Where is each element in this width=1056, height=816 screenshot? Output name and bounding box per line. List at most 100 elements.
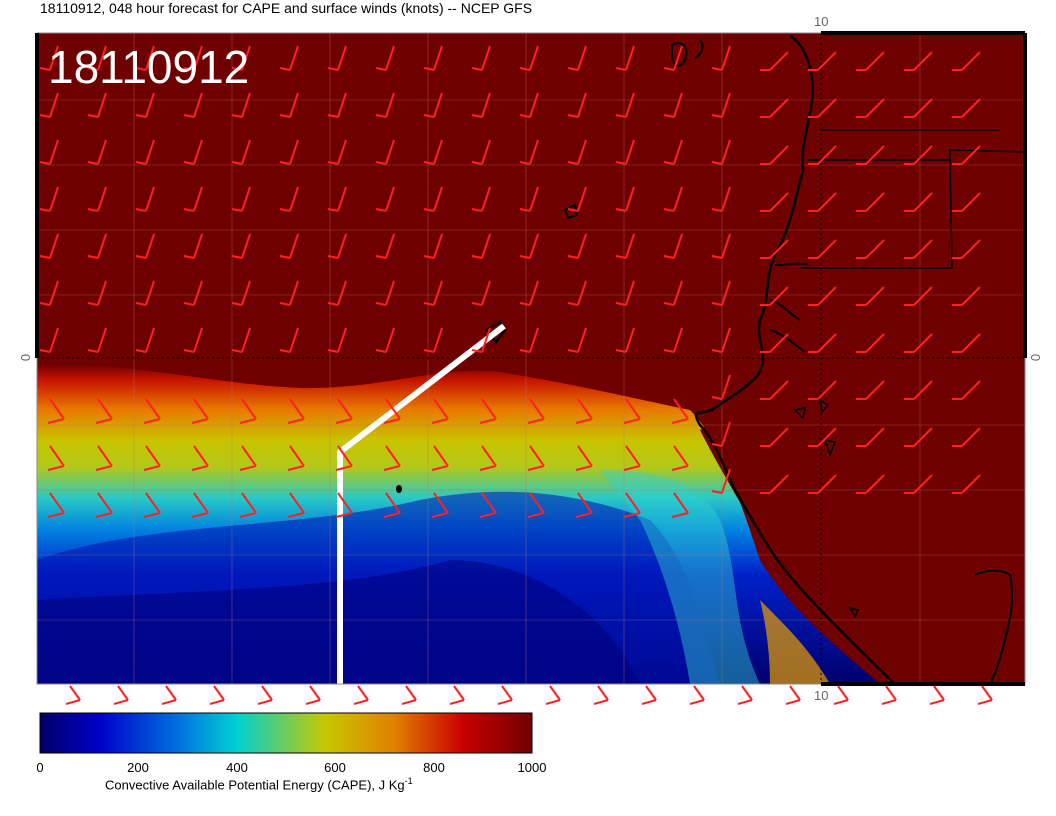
wind-barb [183, 186, 203, 212]
wind-barb [135, 280, 155, 306]
colorbar-tick: 1000 [517, 760, 547, 775]
wind-barb [279, 139, 299, 165]
wind-barb [287, 492, 305, 518]
wind-barb [327, 92, 347, 118]
wind-barb [711, 468, 731, 494]
wind-barb [39, 92, 59, 118]
date-stamp: 18110912 [48, 41, 250, 93]
wind-barb [671, 445, 689, 471]
wind-barb [327, 327, 347, 353]
wind-barb [615, 327, 635, 353]
wind-barb [575, 492, 593, 518]
wind-barb [904, 474, 933, 494]
wind-barb [737, 685, 753, 705]
wind-barb [191, 398, 209, 424]
wind-barb [575, 398, 593, 424]
wind-barb [335, 492, 353, 518]
wind-barb [479, 492, 497, 518]
wind-barb [711, 327, 731, 353]
wind-barb [383, 492, 401, 518]
bottom-lon-label: 10 [814, 688, 829, 703]
wind-barb [904, 51, 933, 71]
wind-barb [287, 445, 305, 471]
wind-barb [279, 92, 299, 118]
wind-barb [567, 186, 587, 212]
wind-barb [231, 186, 251, 212]
wind-barb [423, 139, 443, 165]
wind-barb [519, 92, 539, 118]
wind-barb [593, 685, 609, 705]
wind-barb [663, 186, 683, 212]
wind-barb [663, 45, 683, 71]
top-lon-label: 10 [814, 14, 829, 29]
wind-barb [952, 98, 981, 118]
wind-barb [95, 398, 113, 424]
wind-barb [808, 145, 837, 165]
wind-barb [423, 280, 443, 306]
wind-barbs [39, 45, 981, 518]
wind-barb [39, 280, 59, 306]
wind-barb [335, 398, 353, 424]
wind-barb [383, 398, 401, 424]
wind-barb [231, 280, 251, 306]
wind-barb [375, 139, 395, 165]
wind-barb [952, 286, 981, 306]
wind-barb [87, 233, 107, 259]
wind-barb [423, 327, 443, 353]
wind-barb [471, 92, 491, 118]
wind-barb [519, 327, 539, 353]
wind-barb [689, 685, 705, 705]
wind-barb [711, 186, 731, 212]
wind-barb [904, 427, 933, 447]
wind-barb [519, 280, 539, 306]
wind-barb [135, 139, 155, 165]
wind-barb [615, 186, 635, 212]
wind-barb [87, 327, 107, 353]
wind-barb [663, 280, 683, 306]
wind-barb [856, 474, 885, 494]
wind-barb [904, 380, 933, 400]
wind-barb [327, 186, 347, 212]
map-title: 18110912, 048 hour forecast for CAPE and… [40, 0, 533, 16]
wind-barb [856, 51, 885, 71]
wind-barb [143, 445, 161, 471]
wind-barb [353, 685, 369, 705]
wind-barb [760, 239, 789, 259]
border-south [974, 569, 1014, 684]
wind-barb [952, 192, 981, 212]
wind-barb [567, 233, 587, 259]
wind-barb [711, 421, 731, 447]
wind-barb [711, 45, 731, 71]
country-borders [800, 129, 1025, 269]
wind-barb [760, 380, 789, 400]
wind-barb [615, 280, 635, 306]
wind-barb [279, 186, 299, 212]
wind-barb [904, 239, 933, 259]
wind-barb [423, 186, 443, 212]
coastline-north [671, 39, 704, 67]
wind-barb [567, 92, 587, 118]
wind-barb [615, 92, 635, 118]
wind-barb [575, 445, 593, 471]
wind-barb [479, 398, 497, 424]
wind-barb [287, 398, 305, 424]
wind-barb [183, 280, 203, 306]
wind-barb [856, 380, 885, 400]
wind-barb [87, 186, 107, 212]
wind-barb [952, 380, 981, 400]
wind-barb [711, 374, 731, 400]
wind-barb [87, 92, 107, 118]
coastal-islands [793, 398, 860, 619]
wind-barb [856, 286, 885, 306]
wind-barb [856, 239, 885, 259]
island-annobon [396, 485, 402, 493]
wind-barb [952, 145, 981, 165]
map-frame [36, 32, 1026, 685]
wind-barb [95, 445, 113, 471]
wind-barb [856, 427, 885, 447]
wind-barb [135, 233, 155, 259]
wind-barb [383, 445, 401, 471]
wind-barb [856, 333, 885, 353]
wind-barb [808, 51, 837, 71]
